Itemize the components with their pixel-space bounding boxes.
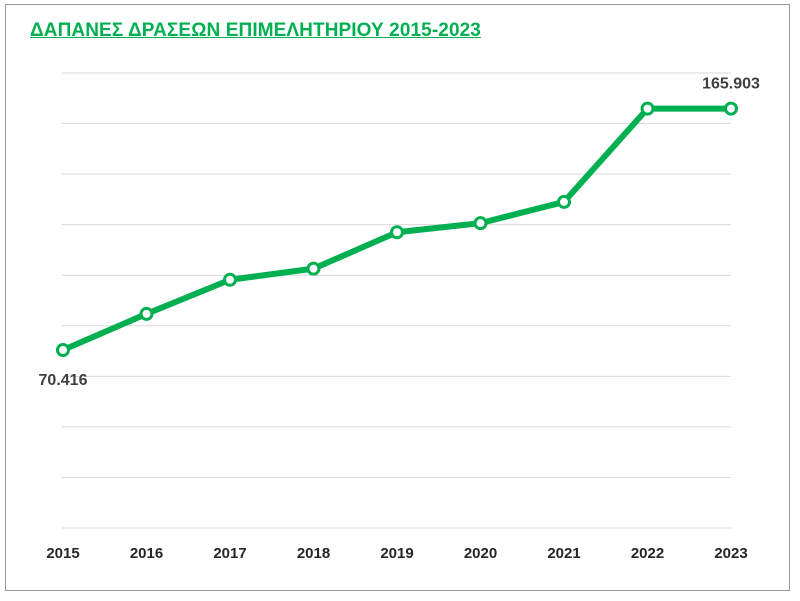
x-tick-label-2022: 2022 bbox=[631, 545, 664, 562]
data-point-2020 bbox=[473, 216, 488, 231]
chart-title: ΔΑΠΑΝΕΣ ΔΡΑΣΕΩΝ ΕΠΙΜΕΛΗΤΗΡΙΟΥ 2015-2023 bbox=[30, 20, 481, 41]
data-labels: 70.416 165.903 bbox=[39, 76, 760, 389]
data-label-2015: 70.416 bbox=[39, 372, 88, 389]
data-label-2023: 165.903 bbox=[702, 76, 760, 93]
data-point-2022 bbox=[640, 101, 655, 116]
x-tick-label-2018: 2018 bbox=[297, 545, 330, 562]
chart-frame bbox=[5, 4, 790, 591]
x-tick-label-2023: 2023 bbox=[714, 545, 747, 562]
x-tick-label-2017: 2017 bbox=[213, 545, 246, 562]
data-point-2017 bbox=[223, 272, 237, 287]
data-point-2021 bbox=[557, 194, 571, 209]
x-tick-label-2015: 2015 bbox=[46, 545, 79, 562]
data-point-2016 bbox=[139, 306, 154, 321]
data-markers bbox=[56, 101, 738, 358]
gridlines bbox=[62, 72, 731, 529]
x-axis: 2015 2016 2017 2018 2019 2020 2021 2022 2023 bbox=[46, 545, 747, 562]
data-point-2018 bbox=[306, 261, 321, 276]
x-tick-label-2016: 2016 bbox=[130, 545, 163, 562]
x-tick-label-2019: 2019 bbox=[380, 545, 413, 562]
data-point-2015 bbox=[56, 343, 70, 358]
data-point-2023 bbox=[724, 101, 738, 116]
x-tick-label-2021: 2021 bbox=[547, 545, 580, 562]
data-point-2019 bbox=[390, 225, 404, 240]
x-tick-label-2020: 2020 bbox=[464, 545, 497, 562]
